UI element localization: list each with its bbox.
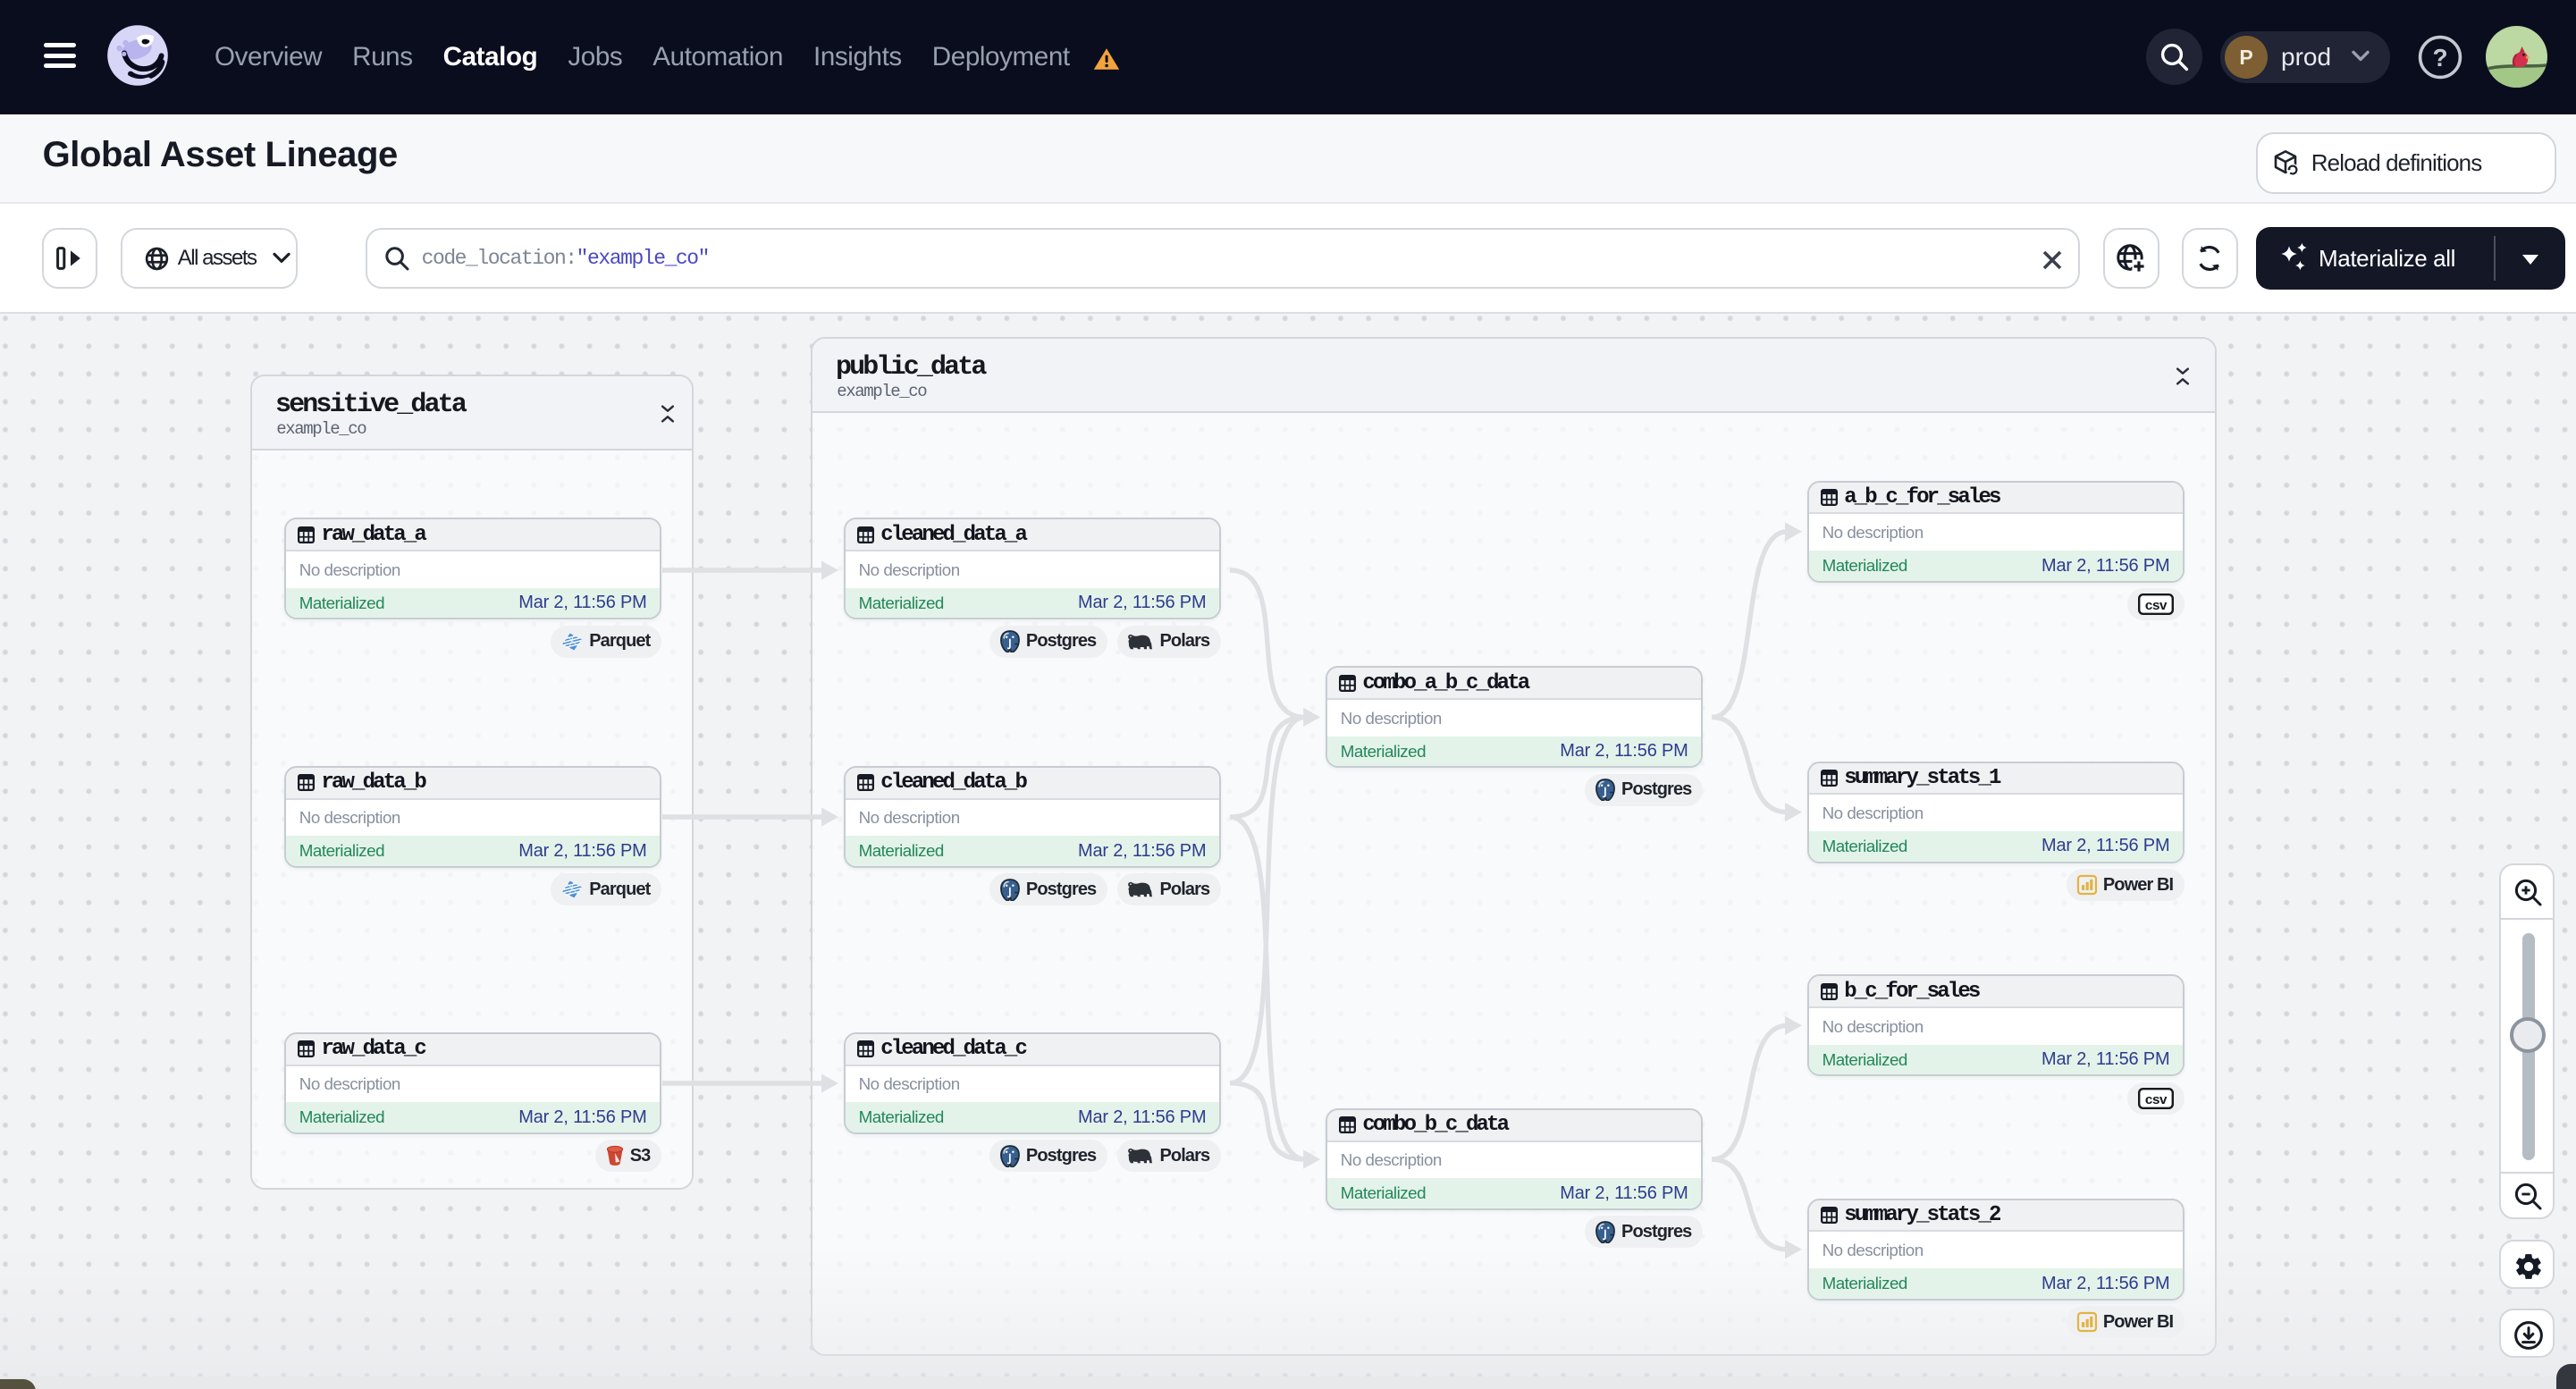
svg-text:csv: csv <box>2145 598 2168 613</box>
svg-text:?: ? <box>2432 44 2447 72</box>
svg-text:csv: csv <box>2145 1092 2168 1107</box>
